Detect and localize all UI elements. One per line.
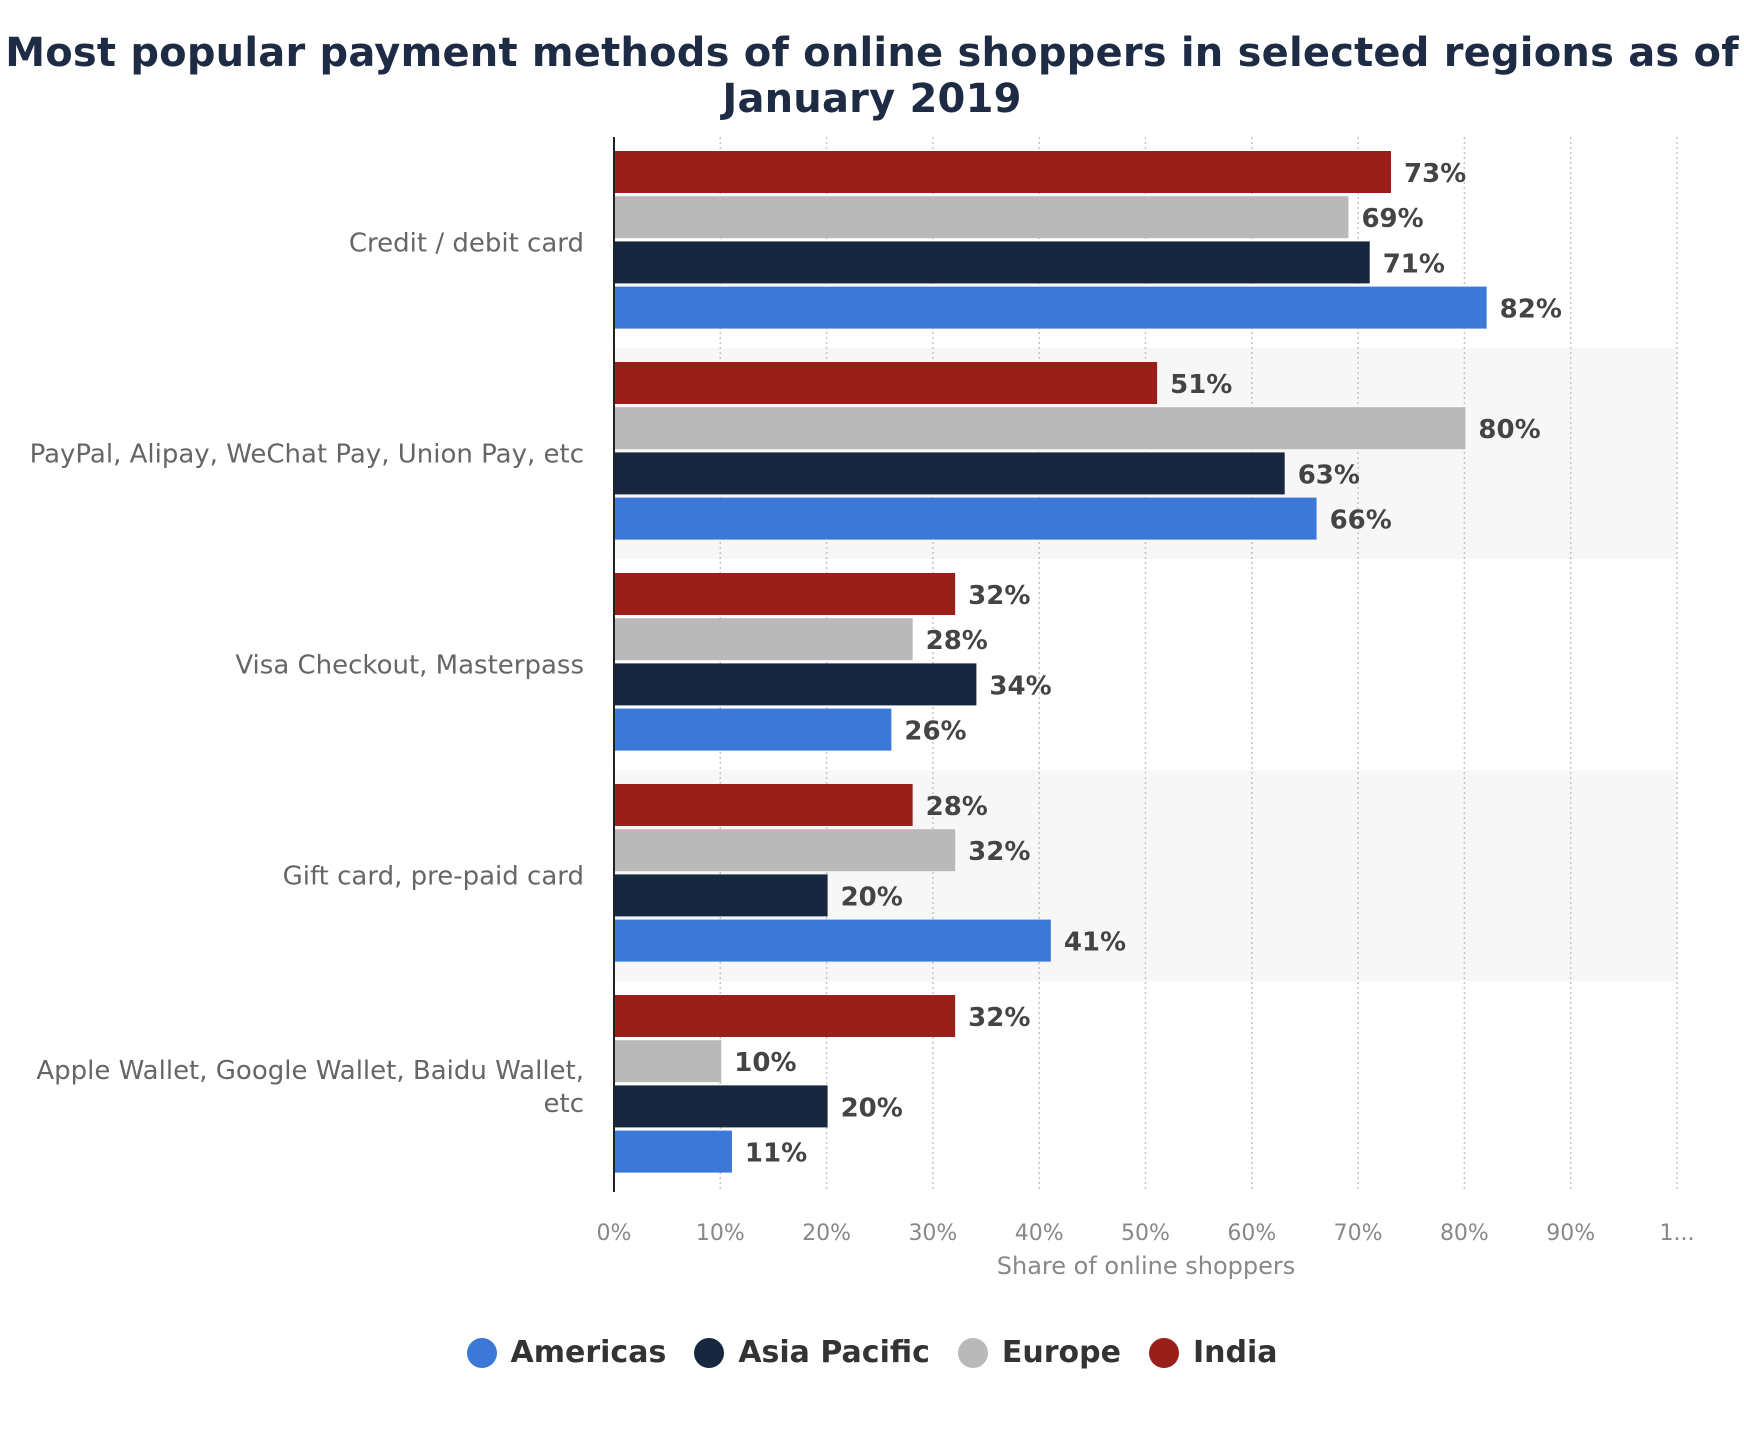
bar [615,452,1285,495]
value-label: 20% [841,1093,903,1123]
value-label: 71% [1383,249,1445,279]
value-label: 20% [841,882,903,912]
bar [615,663,977,706]
value-label: 41% [1064,928,1126,958]
legend-marker [1148,1337,1179,1368]
bar [615,874,828,917]
category-label: Apple Wallet, Google Wallet, Baidu Walle… [36,1056,584,1086]
legend-item[interactable]: Asia Pacific [694,1335,930,1370]
value-label: 63% [1298,460,1360,490]
legend: Americas Asia Pacific Europe India [0,1335,1744,1370]
category-label: Credit / debit card [349,229,584,259]
value-label: 32% [968,581,1030,611]
bar [615,829,956,872]
value-label: 32% [968,1003,1030,1033]
x-tick-label: 0% [597,1221,632,1246]
value-label: 69% [1361,204,1423,234]
bar [615,573,956,615]
x-tick-label: 1... [1660,1221,1695,1246]
bar [615,1085,828,1128]
category-labels: Credit / debit card PayPal, Alipay, WeCha… [30,229,584,1120]
legend-item[interactable]: India [1148,1335,1278,1370]
legend-item[interactable]: Americas [466,1335,667,1370]
x-tick-label: 60% [1227,1221,1276,1246]
bar [615,618,913,661]
x-tick-label: 50% [1121,1221,1170,1246]
category-label: Visa Checkout, Masterpass [235,651,584,681]
x-tick-label: 20% [802,1221,851,1246]
value-label: 73% [1404,159,1466,189]
bar [615,1130,732,1173]
value-label: 32% [968,837,1030,867]
value-label: 80% [1478,415,1540,445]
x-axis-title: Share of online shoppers [997,1252,1296,1280]
value-label: 28% [926,626,988,656]
x-tick-label: 10% [696,1221,745,1246]
x-tick-label: 90% [1546,1221,1595,1246]
legend-label: Europe [1001,1335,1121,1370]
legend-marker [694,1337,725,1368]
x-tick-label: 40% [1015,1221,1064,1246]
x-tick-label: 80% [1440,1221,1489,1246]
value-label: 28% [926,792,988,822]
category-label: etc [544,1089,585,1119]
bar [615,784,913,826]
bar [615,497,1317,540]
bar [615,919,1051,962]
bar [615,151,1391,193]
legend-marker [466,1337,497,1368]
value-label: 26% [904,717,966,747]
bar [615,995,956,1037]
bar [615,708,892,751]
legend-label: Americas [510,1335,667,1370]
value-label: 10% [734,1048,796,1078]
legend-label: India [1192,1335,1278,1370]
value-label: 34% [989,671,1051,701]
x-tick-labels: 0% 10% 20% 30% 40% 50% 60% 70% 80% 90% 1... [597,1221,1695,1246]
value-label: 11% [745,1139,807,1169]
legend-label: Asia Pacific [738,1335,930,1370]
chart-title: Most popular payment methods of online s… [5,30,1739,122]
category-label: PayPal, Alipay, WeChat Pay, Union Pay, e… [30,440,584,470]
bar [615,286,1487,329]
bar [615,362,1158,404]
bars [615,151,1487,1173]
value-labels: 73%69%71%82%51%80%63%66%32%28%34%26%28%3… [734,159,1562,1169]
value-label: 51% [1170,370,1232,400]
bar [615,241,1370,284]
value-label: 82% [1500,295,1562,325]
x-tick-label: 30% [908,1221,957,1246]
legend-item[interactable]: Europe [957,1335,1121,1370]
bar [615,1040,722,1083]
category-label: Gift card, pre-paid card [283,862,584,892]
bar [615,407,1466,450]
x-tick-label: 70% [1334,1221,1383,1246]
legend-marker [957,1337,988,1368]
bar [615,196,1349,239]
value-label: 66% [1330,506,1392,536]
